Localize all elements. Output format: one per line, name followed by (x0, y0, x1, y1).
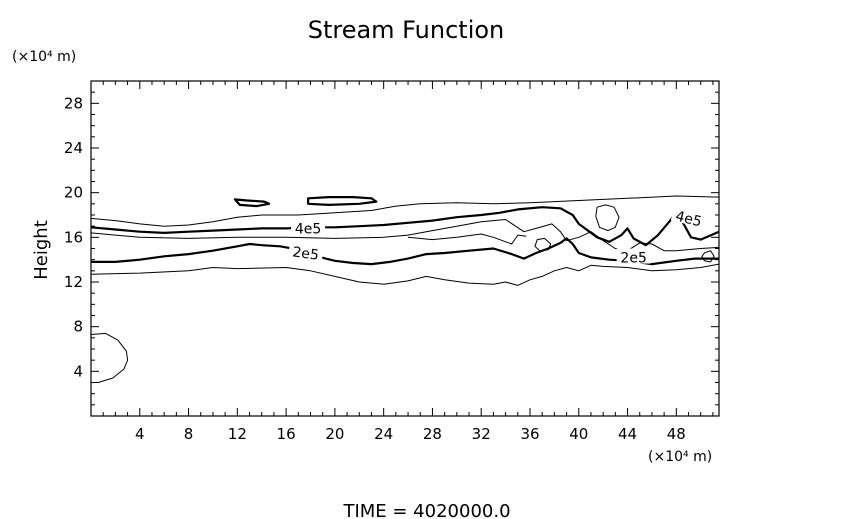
contour-line (90, 219, 720, 252)
x-tick-label: 40 (569, 425, 588, 443)
y-tick-label: 20 (64, 184, 83, 202)
contour-line (90, 332, 129, 383)
y-tick-label: 12 (64, 273, 83, 291)
contour-line (407, 233, 527, 245)
x-tick-label: 36 (520, 425, 539, 443)
contour-label: 2e5 (620, 251, 646, 267)
contour-label: 4e5 (674, 209, 704, 231)
x-tick-label: 44 (618, 425, 637, 443)
x-tick-label: 16 (277, 425, 296, 443)
y-tick-label: 28 (64, 94, 83, 112)
x-tick-label: 32 (472, 425, 491, 443)
axis-ticks (91, 81, 719, 416)
contour-labels: 4e5 2e5 2e5 4e5 (288, 205, 708, 267)
y-axis-label: Height (31, 220, 52, 280)
contour-loop (595, 204, 620, 232)
y-tick-label: 24 (64, 139, 83, 157)
contour-label-bg (288, 241, 324, 262)
y-tick-label: 4 (73, 362, 83, 380)
x-unit-label: (×10⁴ m) (648, 449, 712, 465)
contour-label-bg (616, 248, 651, 264)
y-tick-label: 8 (73, 318, 83, 336)
contour-label: 2e5 (291, 244, 319, 264)
contour-line-bold (90, 206, 720, 247)
contour-line (90, 195, 720, 227)
contour-line (90, 263, 720, 286)
contour-lines (90, 195, 720, 383)
contour-loop (307, 196, 378, 206)
y-tick-label: 16 (64, 228, 83, 246)
plot-frame (90, 80, 720, 417)
contour-loop (233, 198, 271, 208)
x-tick-label: 24 (374, 425, 393, 443)
contour-label-bg (291, 219, 326, 235)
x-tick-label: 20 (325, 425, 344, 443)
x-tick-label: 28 (423, 425, 442, 443)
chart-title: Stream Function (308, 16, 505, 44)
x-tick-label: 4 (135, 425, 145, 443)
contour-line-bold (91, 237, 719, 266)
contour-label-bg (670, 205, 708, 229)
y-unit-label: (×10⁴ m) (12, 49, 76, 65)
contour-label: 4e5 (295, 222, 321, 238)
time-footer: TIME = 4020000.0 (342, 501, 510, 519)
x-tick-label: 8 (184, 425, 194, 443)
x-tick-label: 48 (667, 425, 686, 443)
contour-loop (701, 250, 715, 263)
contour-loop (534, 237, 552, 252)
x-tick-label: 12 (228, 425, 247, 443)
